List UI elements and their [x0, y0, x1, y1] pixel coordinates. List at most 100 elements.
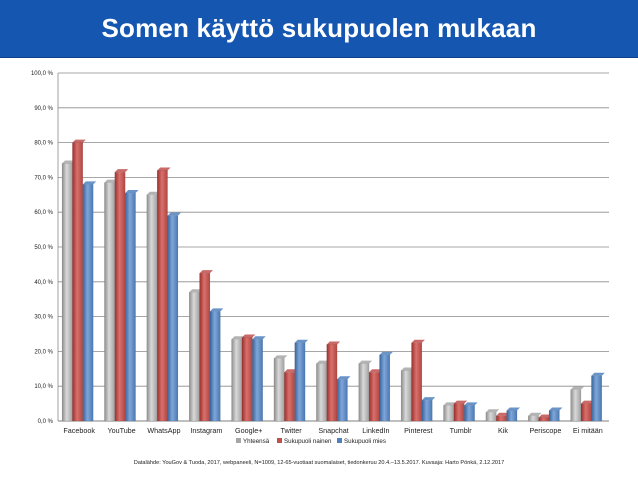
bar-group-element	[188, 289, 203, 422]
bar	[379, 354, 391, 422]
x-tick-label: WhatsApp	[147, 426, 180, 435]
x-tick-label: LinkedIn	[362, 426, 389, 435]
legend-item: Sukupuoli mies	[337, 438, 386, 445]
bar-top	[326, 341, 341, 345]
bar-top	[104, 179, 118, 183]
y-tick-label: 60,0 %	[34, 210, 53, 216]
legend-swatch	[277, 438, 282, 443]
y-axis: 0,0 % 10,0 % 20,0 % 30,0 % 40,0 % 50,0 % 60,0 …	[31, 71, 59, 425]
bar-group-element	[379, 351, 393, 422]
bar-group-element	[548, 407, 563, 422]
bar-top	[464, 402, 478, 406]
bar	[570, 389, 582, 422]
y-tick-label: 10,0 %	[34, 384, 53, 390]
x-tick-label: Facebook	[63, 426, 95, 435]
bar-top	[570, 386, 585, 390]
bar-top	[231, 336, 245, 340]
bar	[294, 342, 306, 422]
bar	[156, 170, 168, 422]
bar-top	[284, 369, 298, 373]
bar-top	[157, 167, 171, 171]
bar-top	[411, 339, 425, 343]
bar	[528, 415, 539, 422]
x-tick-label: Google+	[235, 426, 262, 435]
bar	[231, 339, 243, 422]
bar-top	[114, 169, 129, 173]
page-title: Somen käyttö sukupuolen mukaan	[101, 13, 537, 43]
bar-top	[401, 367, 415, 371]
bar	[61, 163, 73, 422]
bar-group-element	[316, 360, 330, 422]
legend-label: Sukupuoli nainen	[284, 438, 332, 445]
y-tick-label: 80,0 %	[34, 141, 53, 147]
bar-group-element	[209, 308, 224, 422]
bar-top	[538, 414, 553, 418]
bar-top	[369, 369, 383, 373]
bars	[61, 139, 605, 422]
bar-top	[485, 409, 500, 413]
bar-group-element	[506, 407, 521, 422]
bar	[252, 339, 263, 422]
bar-top	[549, 407, 563, 411]
bar	[358, 363, 370, 422]
bar	[496, 415, 507, 422]
bar-group-element	[580, 400, 595, 422]
y-tick-label: 30,0 %	[34, 315, 53, 321]
bar-chart: 0,0 % 10,0 % 20,0 % 30,0 % 40,0 % 50,0 % 60,0 …	[31, 71, 609, 466]
bar-top	[316, 360, 330, 364]
bar	[421, 399, 433, 422]
bar-top	[358, 360, 373, 364]
bar-top	[252, 336, 266, 340]
bar	[538, 417, 550, 422]
bar	[199, 272, 211, 422]
y-tick-label: 40,0 %	[34, 280, 53, 286]
x-tick-label: Snapchat	[318, 426, 348, 435]
bar	[336, 379, 348, 422]
x-tick-label: Pinterest	[404, 426, 432, 435]
x-tick-label: Kik	[498, 426, 508, 435]
bar-group-element	[252, 336, 266, 422]
bar-top	[443, 402, 457, 406]
bar	[400, 370, 412, 422]
bar-group-element	[167, 212, 181, 422]
bar	[548, 410, 560, 422]
bar-top	[581, 400, 595, 404]
bar	[146, 194, 158, 422]
legend-item: Yhteensä	[236, 438, 270, 445]
bar-top	[528, 412, 542, 416]
y-tick-label: 70,0 %	[34, 175, 53, 181]
bar	[316, 363, 327, 422]
bar	[368, 372, 380, 422]
bar	[464, 405, 475, 422]
bar-group-element	[570, 386, 585, 422]
bar	[506, 410, 518, 422]
legend-swatch	[337, 438, 342, 443]
bar	[411, 342, 423, 422]
bar-top	[591, 372, 605, 376]
bar	[167, 215, 179, 422]
bar-top	[199, 270, 213, 274]
bar-top	[82, 181, 97, 185]
x-tick-label: YouTube	[107, 426, 135, 435]
bar-group-element	[294, 339, 309, 422]
x-axis: Facebook YouTube WhatsApp Instagram Google+ T…	[63, 426, 602, 435]
bar-top	[421, 397, 436, 401]
bar-top	[496, 412, 510, 416]
bar	[72, 142, 84, 422]
x-tick-label: Instagram	[190, 426, 222, 435]
x-tick-label: Periscope	[529, 426, 561, 435]
y-tick-label: 50,0 %	[34, 245, 53, 251]
bar-top	[209, 308, 224, 312]
bar-top	[125, 190, 139, 194]
title-bar	[0, 0, 638, 58]
bar	[188, 292, 200, 422]
bar-top	[189, 289, 203, 293]
bar-group-element	[464, 402, 478, 422]
bar	[591, 375, 603, 422]
bar-top	[146, 191, 161, 195]
bar	[82, 184, 94, 422]
bar-group-element	[591, 372, 605, 422]
bar-top	[241, 334, 256, 338]
bar	[284, 372, 295, 422]
bar	[114, 171, 126, 422]
